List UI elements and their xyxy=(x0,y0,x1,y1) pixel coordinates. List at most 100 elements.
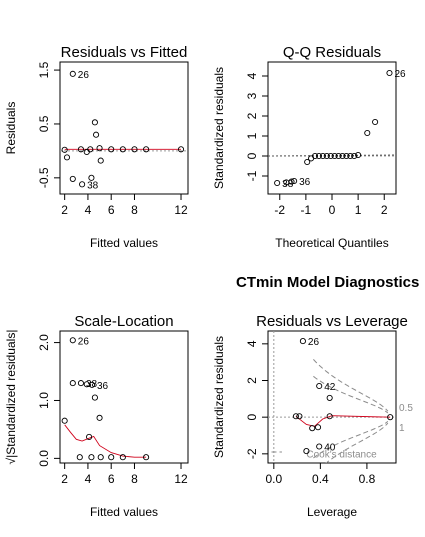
y-axis-label: Standardized residuals xyxy=(212,336,226,458)
point-label: 36 xyxy=(97,381,109,392)
data-point xyxy=(326,394,333,401)
x-axis-label: Fitted values xyxy=(90,236,158,250)
data-point xyxy=(83,148,90,156)
data-point xyxy=(319,152,326,160)
y-tick-label: -1 xyxy=(245,170,259,181)
point-label: 38 xyxy=(282,179,294,190)
data-point xyxy=(61,417,68,424)
y-tick-label: -0.5 xyxy=(37,167,51,188)
x-tick-label: 8 xyxy=(131,472,138,486)
x-tick-label: 12 xyxy=(174,472,188,486)
data-point xyxy=(372,118,379,126)
cooks-distance-contour xyxy=(313,359,389,412)
data-point xyxy=(91,119,98,126)
data-point xyxy=(387,414,394,421)
x-tick-label: -1 xyxy=(301,203,312,217)
data-point xyxy=(309,425,316,432)
data-point xyxy=(93,131,100,138)
data-point xyxy=(299,338,306,345)
cooks-label-1: 1 xyxy=(399,423,405,434)
x-tick-label: -2 xyxy=(274,203,285,217)
data-point xyxy=(304,158,311,166)
panel-title: Residuals vs Leverage xyxy=(256,313,408,330)
data-point xyxy=(292,413,299,420)
panel-title: Residuals vs Fitted xyxy=(61,44,188,61)
data-point xyxy=(335,152,342,160)
data-point xyxy=(69,70,76,77)
plot-frame xyxy=(267,330,397,464)
data-point xyxy=(63,154,71,161)
x-tick-label: 2 xyxy=(61,472,68,486)
panel-1: Residuals vs Fitted Fitted values Residual… xyxy=(4,44,189,250)
data-point xyxy=(69,337,76,344)
data-point xyxy=(274,179,281,187)
panel-2: Q-Q Residuals Theoretical Quantiles Standa… xyxy=(212,44,406,250)
x-tick-label: 4 xyxy=(85,203,92,217)
point-label: 26 xyxy=(78,70,90,81)
data-point xyxy=(311,152,319,160)
data-point xyxy=(88,174,95,181)
data-point xyxy=(69,175,76,182)
x-tick-label: 6 xyxy=(108,472,115,486)
y-tick-label: 3 xyxy=(245,92,259,99)
x-tick-label: 6 xyxy=(108,203,115,217)
plot-area xyxy=(60,70,188,188)
x-tick-label: 0.0 xyxy=(265,472,282,486)
x-tick-label: 1 xyxy=(355,203,362,217)
panel-title: Q-Q Residuals xyxy=(283,44,381,61)
data-point xyxy=(61,146,68,153)
data-point xyxy=(326,413,333,420)
data-point xyxy=(355,151,362,159)
x-tick-label: 2 xyxy=(381,203,388,217)
data-point xyxy=(77,380,84,387)
point-label: 38 xyxy=(87,180,99,191)
y-tick-label: 0.0 xyxy=(37,450,51,467)
y-tick-label: -2 xyxy=(245,448,259,459)
x-tick-label: 12 xyxy=(174,203,188,217)
y-tick-label: 0.5 xyxy=(37,115,51,132)
y-axis-label: √|Standardized residuals| xyxy=(4,330,18,465)
cooks-label-0.5: 0.5 xyxy=(399,403,413,414)
cooks-distance-contour xyxy=(313,421,389,459)
y-tick-label: 1 xyxy=(245,132,259,139)
data-point xyxy=(303,448,310,455)
data-point xyxy=(143,454,150,461)
data-point xyxy=(108,146,115,153)
y-tick-label: 2 xyxy=(245,377,259,384)
point-label: 26 xyxy=(394,69,406,80)
data-point xyxy=(177,146,185,153)
y-tick-label: 4 xyxy=(245,340,259,347)
data-point xyxy=(291,177,298,185)
data-point xyxy=(296,413,303,420)
data-point xyxy=(314,424,322,431)
plot-area xyxy=(268,69,396,187)
y-tick-label: 0 xyxy=(245,414,259,421)
point-label: 26 xyxy=(308,337,320,348)
data-point xyxy=(316,443,323,450)
y-tick-label: 1.5 xyxy=(37,61,51,78)
plot-frame xyxy=(59,61,189,195)
data-point xyxy=(131,146,138,153)
y-axis-label: Residuals xyxy=(4,102,18,155)
cooks-legend-label: Cook's distance xyxy=(306,450,377,461)
panel-4: Residuals vs Leverage Leverage Standardize… xyxy=(212,313,413,519)
x-tick-label: 0 xyxy=(329,203,336,217)
data-point xyxy=(79,181,86,188)
x-axis-label: Leverage xyxy=(307,505,357,519)
x-tick-label: 4 xyxy=(85,472,92,486)
data-point xyxy=(327,152,334,160)
data-point xyxy=(343,152,350,160)
x-tick-label: 8 xyxy=(131,203,138,217)
data-point xyxy=(69,380,76,387)
x-tick-label: 2 xyxy=(61,203,68,217)
plot-area: Cook's distance xyxy=(268,331,396,463)
x-axis-label: Fitted values xyxy=(90,505,158,519)
plot-area xyxy=(61,337,150,461)
panel-3: Scale-Location Fitted values √|Standardize… xyxy=(4,313,189,519)
cooks-distance-contour xyxy=(325,422,389,463)
data-point xyxy=(331,152,338,160)
data-point xyxy=(77,146,84,153)
data-point xyxy=(86,433,93,440)
cooks-distance-contour xyxy=(313,375,389,414)
